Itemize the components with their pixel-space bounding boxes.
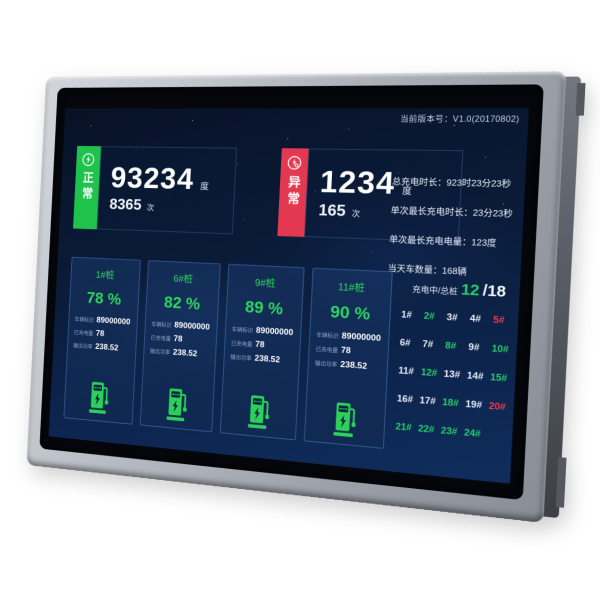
summary-card-abnormal: 异常 1234 度 165 次: [277, 148, 464, 243]
pile-number-idle: 3#: [446, 311, 458, 323]
ev-charger-icon: [88, 381, 112, 415]
total-count: /18: [482, 281, 507, 302]
pile-card-1[interactable]: 1#桩 78 % 车辆标识 89000000 已充电量 78 输出功率 238.52: [63, 256, 141, 425]
row-label: 已充电量: [73, 330, 94, 338]
row-label: 输出功率: [149, 349, 171, 357]
row-value: 78: [173, 333, 183, 344]
charging-count: 12: [460, 280, 480, 300]
row-label: 车辆标识: [151, 322, 172, 330]
pile-number-fault: 20#: [488, 400, 506, 413]
pile-number-idle: 9#: [468, 341, 480, 353]
pile-name: 9#桩: [254, 277, 276, 290]
stat-longest-charge-time: 单次最长充电时长：23分23秒: [390, 205, 514, 220]
row-value: 78: [255, 338, 265, 350]
pile-number-charging: 2#: [423, 310, 435, 322]
pile-number-charging: 15#: [490, 371, 508, 384]
lightning-circle-icon: [81, 153, 95, 167]
pile-number-idle: 6#: [399, 337, 411, 349]
pile-card-9[interactable]: 9#桩 89 % 车辆标识 89000000 已充电量 78 输出功率 238.52: [219, 263, 305, 441]
pile-number-fault: 5#: [493, 314, 505, 326]
monitor-glass: 当前版本号：V1.0(20170802) 正常: [39, 84, 544, 501]
monitor-mount-tab-bottom: [555, 457, 567, 508]
pile-card-11[interactable]: 11#桩 90 % 车辆标识 89000000 已充电量 78 输出功率 238.52: [303, 267, 393, 449]
row-value: 238.52: [340, 358, 368, 371]
count-unit: 次: [351, 209, 361, 219]
summary-values: 93234 度 8365 次: [96, 146, 238, 235]
row-label: 输出功率: [230, 354, 252, 363]
pile-number-charging: 22#: [417, 422, 435, 435]
charging-dashboard: 当前版本号：V1.0(20170802) 正常: [48, 108, 529, 484]
monitor-mount-tab-top: [575, 83, 586, 116]
ev-charger-icon: [247, 395, 269, 430]
row-label: 车辆标识: [74, 317, 94, 325]
pile-number-charging: 18#: [442, 396, 459, 409]
pile-number-charging: 8#: [444, 339, 457, 352]
summary-row: 正常 93234 度 8365 次: [73, 145, 464, 243]
pile-percent: 82 %: [163, 292, 201, 314]
pile-name: 11#桩: [337, 282, 365, 295]
row-label: 车辆标识: [231, 327, 254, 335]
pile-number-idle: 4#: [469, 312, 482, 325]
pile-number-charging: 12#: [420, 366, 438, 379]
row-value: 238.52: [172, 346, 198, 359]
row-label: 已充电量: [150, 335, 171, 343]
ev-charger-icon: [332, 402, 359, 438]
pile-name: 1#桩: [95, 270, 115, 282]
pile-number-charging: 21#: [395, 420, 412, 433]
pile-number-idle: 7#: [422, 338, 434, 350]
lightning-fault-circle-icon: [287, 155, 303, 170]
pile-number-idle: 17#: [419, 394, 436, 407]
panel-monitor: 当前版本号：V1.0(20170802) 正常: [4, 61, 586, 523]
pile-number-charging: 24#: [463, 427, 481, 440]
pile-percent: 90 %: [329, 302, 371, 324]
row-label: 已充电量: [230, 341, 253, 349]
pile-number-charging: 23#: [440, 424, 458, 437]
stat-total-charge-time: 总充电时长：923时23分23秒: [391, 176, 512, 190]
row-value: 238.52: [94, 341, 119, 353]
status-label: 正常: [79, 171, 94, 203]
row-value: 89000000: [255, 324, 294, 338]
energy-value: 93234: [110, 160, 195, 196]
ev-charger-icon: [166, 388, 190, 422]
row-label: 输出功率: [73, 343, 93, 351]
pile-name: 6#桩: [173, 273, 194, 286]
summary-card-normal: 正常 93234 度 8365 次: [73, 145, 238, 235]
row-value: 89000000: [96, 314, 131, 327]
starfield-background: [65, 108, 66, 109]
pile-percent: 89 %: [244, 297, 284, 319]
row-label: 车辆标识: [316, 332, 339, 341]
pile-percent: 78 %: [86, 288, 122, 309]
pile-number-idle: 19#: [465, 398, 483, 411]
pile-grid-panel: 充电中/总桩 12 /18 1# 2# 3# 4# 5# 6# 7# 8# 9# 10# 11# 12…: [394, 272, 517, 461]
row-value: 78: [340, 344, 352, 356]
count-value: 165: [318, 202, 347, 221]
version-text: 当前版本号：V1.0(20170802): [399, 114, 520, 125]
pile-number-charging: 10#: [491, 342, 509, 355]
stat-longest-charge-energy: 单次最长充电电量：123度: [388, 233, 497, 249]
pile-number-idle: 1#: [400, 309, 413, 321]
pile-grid-title: 充电中/总桩 12 /18: [402, 278, 517, 302]
pile-grid-title-label: 充电中/总桩: [411, 284, 458, 297]
pile-card-6[interactable]: 6#桩 82 % 车辆标识 89000000 已充电量 78 输出功率 238.52: [139, 260, 221, 433]
row-value: 89000000: [341, 330, 382, 344]
pile-number-idle: 16#: [396, 392, 414, 405]
energy-value: 1234: [319, 163, 397, 201]
row-value: 89000000: [174, 319, 211, 332]
count-unit: 次: [146, 203, 155, 213]
row-value: 238.52: [254, 352, 281, 365]
pile-grid: 1# 2# 3# 4# 5# 6# 7# 8# 9# 10# 11# 12# 13# 14# 15# 16# 1…: [395, 309, 515, 442]
pile-number-idle: 14#: [466, 369, 484, 382]
row-value: 78: [95, 327, 105, 339]
row-label: 已充电量: [315, 346, 339, 355]
abnormal-status-tab: 异常: [277, 148, 309, 238]
row-label: 输出功率: [314, 361, 338, 369]
energy-unit: 度: [200, 181, 209, 192]
pile-row: 1#桩 78 % 车辆标识 89000000 已充电量 78 输出功率 238.52: [63, 256, 517, 461]
count-value: 8365: [109, 196, 142, 214]
pile-number-idle: 11#: [398, 365, 415, 377]
pile-number-idle: 13#: [443, 368, 461, 381]
status-label: 异常: [284, 175, 301, 209]
